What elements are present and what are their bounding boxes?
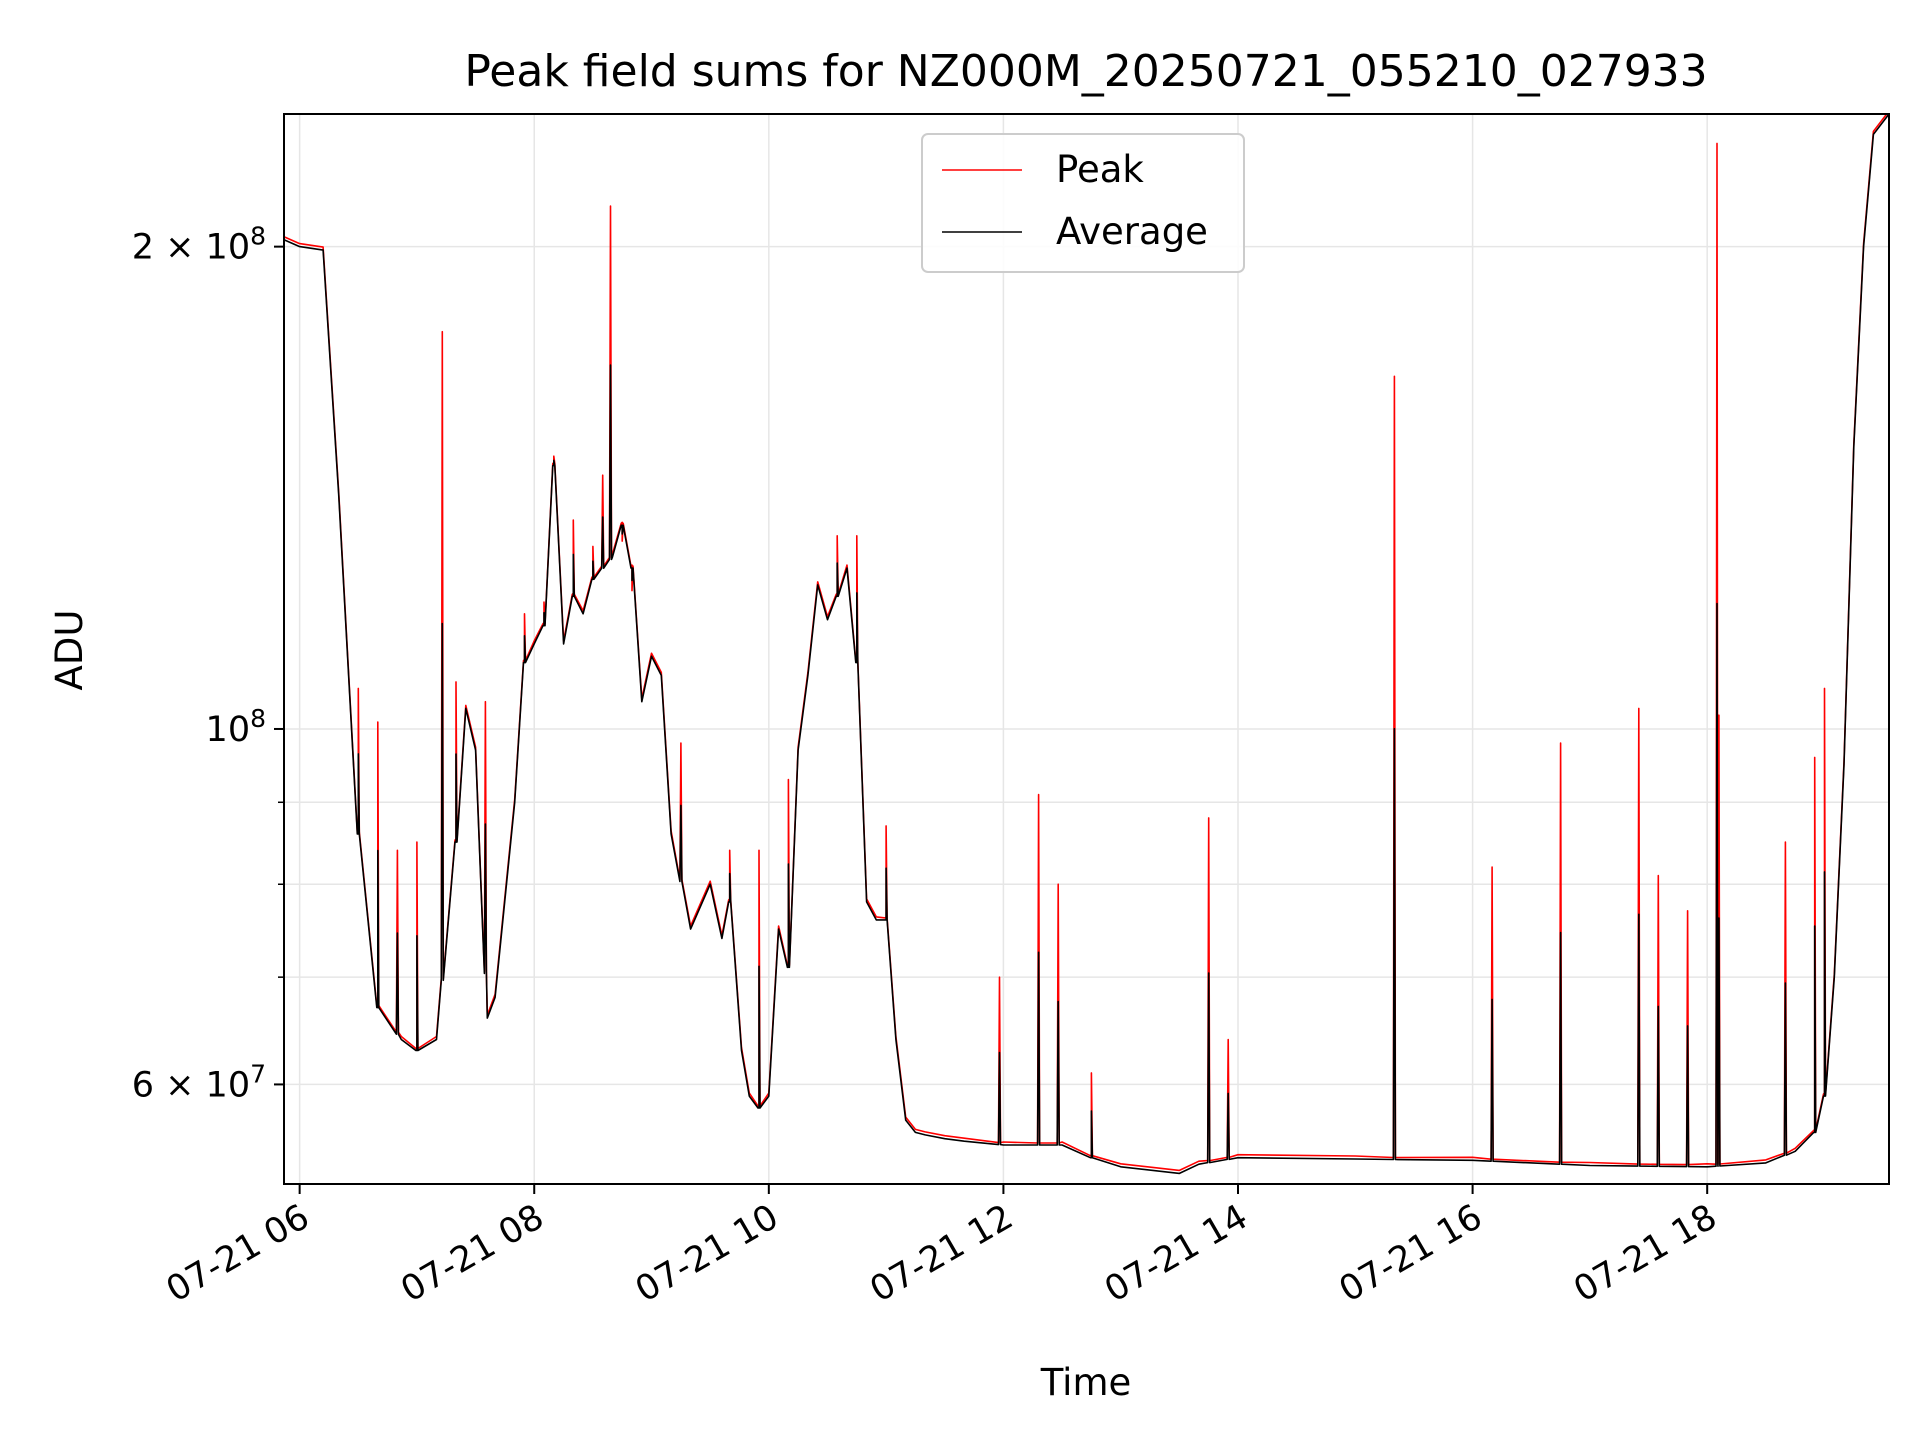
y-tick-label: 6 × 107 [132, 1059, 266, 1105]
average-series-line [284, 114, 1889, 1175]
y-tick-label: 108 [206, 704, 266, 750]
chart-title: Peak field sums for NZ000M_20250721_0552… [464, 46, 1707, 97]
legend: Peak Average [921, 133, 1245, 273]
y-axis-label: ADU [48, 610, 91, 691]
legend-peak-label: Peak [1056, 148, 1144, 191]
plot-series [284, 114, 1889, 1175]
y-axis-ticks: 6 × 107 108 2 × 108 [132, 222, 284, 1105]
y-tick-label: 2 × 108 [132, 222, 266, 268]
x-axis-label: Time [1040, 1361, 1132, 1404]
legend-average-label: Average [1056, 210, 1208, 253]
plot-frame [283, 113, 1890, 1185]
legend-box [921, 133, 1245, 273]
